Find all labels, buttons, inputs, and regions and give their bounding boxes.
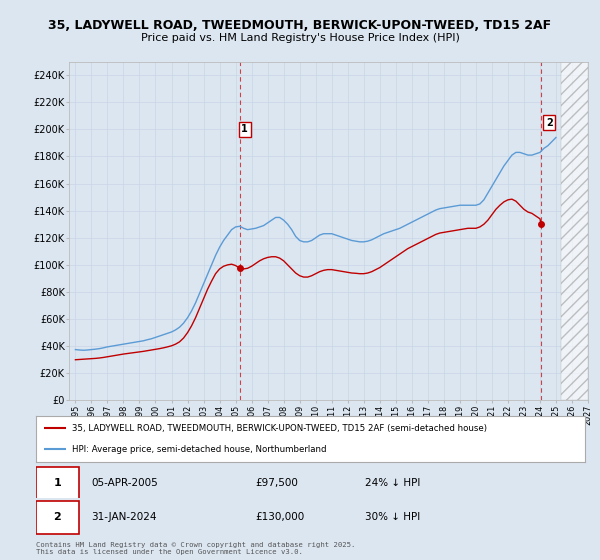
Text: 35, LADYWELL ROAD, TWEEDMOUTH, BERWICK-UPON-TWEED, TD15 2AF (semi-detached house: 35, LADYWELL ROAD, TWEEDMOUTH, BERWICK-U… — [71, 423, 487, 432]
Text: HPI: Average price, semi-detached house, Northumberland: HPI: Average price, semi-detached house,… — [71, 445, 326, 454]
Text: 30% ↓ HPI: 30% ↓ HPI — [365, 512, 421, 522]
FancyBboxPatch shape — [36, 467, 79, 500]
Text: 2: 2 — [546, 118, 553, 128]
Text: Contains HM Land Registry data © Crown copyright and database right 2025.
This d: Contains HM Land Registry data © Crown c… — [36, 542, 355, 554]
Text: 05-APR-2005: 05-APR-2005 — [91, 478, 158, 488]
Text: 1: 1 — [241, 124, 248, 134]
Text: 1: 1 — [53, 478, 61, 488]
Text: £130,000: £130,000 — [256, 512, 305, 522]
Text: 35, LADYWELL ROAD, TWEEDMOUTH, BERWICK-UPON-TWEED, TD15 2AF: 35, LADYWELL ROAD, TWEEDMOUTH, BERWICK-U… — [49, 18, 551, 32]
FancyBboxPatch shape — [36, 501, 79, 534]
Text: 31-JAN-2024: 31-JAN-2024 — [91, 512, 157, 522]
Text: £97,500: £97,500 — [256, 478, 298, 488]
Text: Price paid vs. HM Land Registry's House Price Index (HPI): Price paid vs. HM Land Registry's House … — [140, 33, 460, 43]
Bar — [561, 62, 588, 400]
Text: 2: 2 — [53, 512, 61, 522]
Text: 24% ↓ HPI: 24% ↓ HPI — [365, 478, 421, 488]
